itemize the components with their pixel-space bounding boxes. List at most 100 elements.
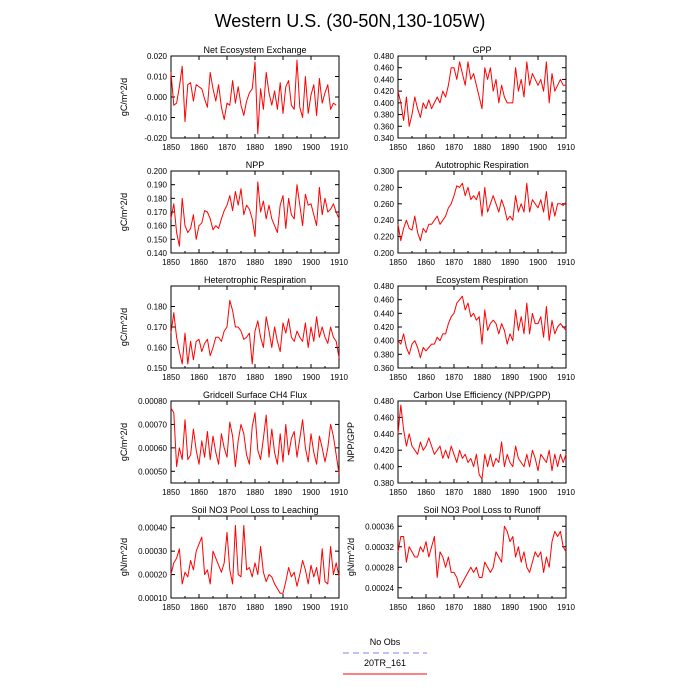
y-tick-label: 0.150 <box>147 235 168 244</box>
x-tick-label: 1870 <box>445 143 463 152</box>
panels-group: Net Ecosystem Exchange 1850 1860 1870 1880 18… <box>119 45 575 612</box>
x-tick-label: 1870 <box>218 143 236 152</box>
x-tick-label: 1880 <box>246 373 264 382</box>
x-tick-label: 1850 <box>162 603 180 612</box>
y-tick-label: 0.150 <box>147 364 168 373</box>
x-tick-label: 1910 <box>557 258 575 267</box>
series-line-20tr-161 <box>170 407 340 474</box>
x-tick-label: 1910 <box>330 258 348 267</box>
x-tick-label: 1910 <box>330 373 348 382</box>
y-tick-label: 0.00036 <box>365 522 394 531</box>
panel-title: NPP <box>246 160 265 170</box>
y-axis-label: gN/m^2/d <box>346 538 356 576</box>
x-tick-label: 1900 <box>302 373 320 382</box>
y-tick-label: 0.170 <box>147 208 168 217</box>
y-tick-label: 0.00080 <box>138 397 167 406</box>
x-tick-label: 1860 <box>417 373 435 382</box>
y-tick-label: 0.480 <box>374 397 395 406</box>
y-tick-label: 0.170 <box>147 323 168 332</box>
y-tick-label: 0.00024 <box>365 584 394 593</box>
panel-heterotrophic-respiration: Heterotrophic Respiration 1850 1860 1870 188… <box>119 275 348 382</box>
plot-frame <box>170 285 340 369</box>
panel-soil-no3-pool-loss-to-runoff: Soil NO3 Pool Loss to Runoff 1850 1860 1870… <box>346 505 575 612</box>
series-line-20tr-161 <box>397 525 567 589</box>
panel-title: Soil NO3 Pool Loss to Runoff <box>424 505 541 515</box>
x-tick-label: 1850 <box>389 143 407 152</box>
x-tick-label: 1900 <box>302 258 320 267</box>
x-tick-label: 1890 <box>274 143 292 152</box>
x-tick-label: 1870 <box>445 603 463 612</box>
x-tick-label: 1880 <box>246 603 264 612</box>
panel-gridcell-surface-ch4-flux: Gridcell Surface CH4 Flux 1850 1860 1870 188… <box>119 390 348 497</box>
x-tick-label: 1850 <box>389 258 407 267</box>
panel-title: GPP <box>472 45 491 55</box>
figure-title: Western U.S. (30-50N,130-105W) <box>215 11 486 31</box>
x-tick-label: 1870 <box>218 603 236 612</box>
panel-title: Soil NO3 Pool Loss to Leaching <box>191 505 318 515</box>
x-tick-label: 1880 <box>473 373 491 382</box>
x-tick-label: 1910 <box>557 143 575 152</box>
y-tick-label: 0.400 <box>374 337 395 346</box>
y-tick-label: 0.00060 <box>138 444 167 453</box>
x-tick-label: 1880 <box>473 488 491 497</box>
y-tick-label: 0.190 <box>147 181 168 190</box>
y-tick-label: 0.400 <box>374 463 395 472</box>
x-tick-label: 1880 <box>473 603 491 612</box>
panel-soil-no3-pool-loss-to-leaching: Soil NO3 Pool Loss to Leaching 1850 1860 18… <box>119 505 348 612</box>
series-line-20tr-161 <box>397 404 567 480</box>
y-tick-label: 0.420 <box>374 87 395 96</box>
y-tick-label: 0.240 <box>374 216 395 225</box>
x-tick-label: 1850 <box>389 603 407 612</box>
y-tick-label: 0.480 <box>374 282 395 291</box>
x-tick-label: 1890 <box>501 373 519 382</box>
y-tick-label: 0.00010 <box>138 594 167 603</box>
x-tick-label: 1860 <box>190 258 208 267</box>
x-tick-label: 1860 <box>190 373 208 382</box>
x-tick-label: 1910 <box>330 603 348 612</box>
x-tick-label: 1850 <box>389 488 407 497</box>
y-tick-label: 0.340 <box>374 134 395 143</box>
series-line-20tr-161 <box>170 299 340 365</box>
y-tick-label: 0.480 <box>374 52 395 61</box>
y-tick-label: 0.200 <box>374 249 395 258</box>
y-tick-label: 0.440 <box>374 75 395 84</box>
x-tick-label: 1910 <box>557 373 575 382</box>
x-tick-label: 1900 <box>529 143 547 152</box>
y-tick-label: 0.380 <box>374 111 395 120</box>
y-tick-label: 0.400 <box>374 99 395 108</box>
x-tick-label: 1860 <box>190 143 208 152</box>
y-tick-label: 0.440 <box>374 430 395 439</box>
y-tick-label: 0.380 <box>374 350 395 359</box>
x-tick-label: 1900 <box>529 488 547 497</box>
x-tick-label: 1890 <box>501 258 519 267</box>
y-tick-label: 0.00020 <box>138 571 167 580</box>
x-tick-label: 1870 <box>445 373 463 382</box>
y-tick-label: 0.000 <box>147 93 168 102</box>
panel-title: Autotrophic Respiration <box>435 160 529 170</box>
x-tick-label: 1860 <box>417 258 435 267</box>
y-axis-label: gC/m^2/d <box>119 423 129 461</box>
panel-title: Carbon Use Efficiency (NPP/GPP) <box>413 390 550 400</box>
x-tick-label: 1890 <box>274 488 292 497</box>
panel-net-ecosystem-exchange: Net Ecosystem Exchange 1850 1860 1870 1880 18… <box>119 45 348 152</box>
plot-frame <box>170 170 340 254</box>
x-tick-label: 1860 <box>190 488 208 497</box>
x-tick-label: 1850 <box>162 143 180 152</box>
y-tick-label: 0.460 <box>374 64 395 73</box>
x-tick-label: 1890 <box>501 488 519 497</box>
panel-npp: NPP 1850 1860 1870 1880 1890 1900 1910 0.140 0.15… <box>119 160 348 267</box>
y-tick-label: 0.020 <box>147 52 168 61</box>
series-line-20tr-161 <box>170 181 340 247</box>
y-axis-label: gN/m^2/d <box>119 538 129 576</box>
x-tick-label: 1890 <box>501 603 519 612</box>
y-tick-label: 0.380 <box>374 479 395 488</box>
y-tick-label: 0.00032 <box>365 543 394 552</box>
x-tick-label: 1900 <box>302 143 320 152</box>
x-tick-label: 1900 <box>529 258 547 267</box>
y-axis-label: NPP/GPP <box>346 422 356 462</box>
y-tick-label: 0.280 <box>374 183 395 192</box>
panel-autotrophic-respiration: Autotrophic Respiration 1850 1860 1870 1880 1… <box>374 160 575 267</box>
y-axis-label: gC/m^2/d <box>119 193 129 231</box>
x-tick-label: 1890 <box>274 258 292 267</box>
